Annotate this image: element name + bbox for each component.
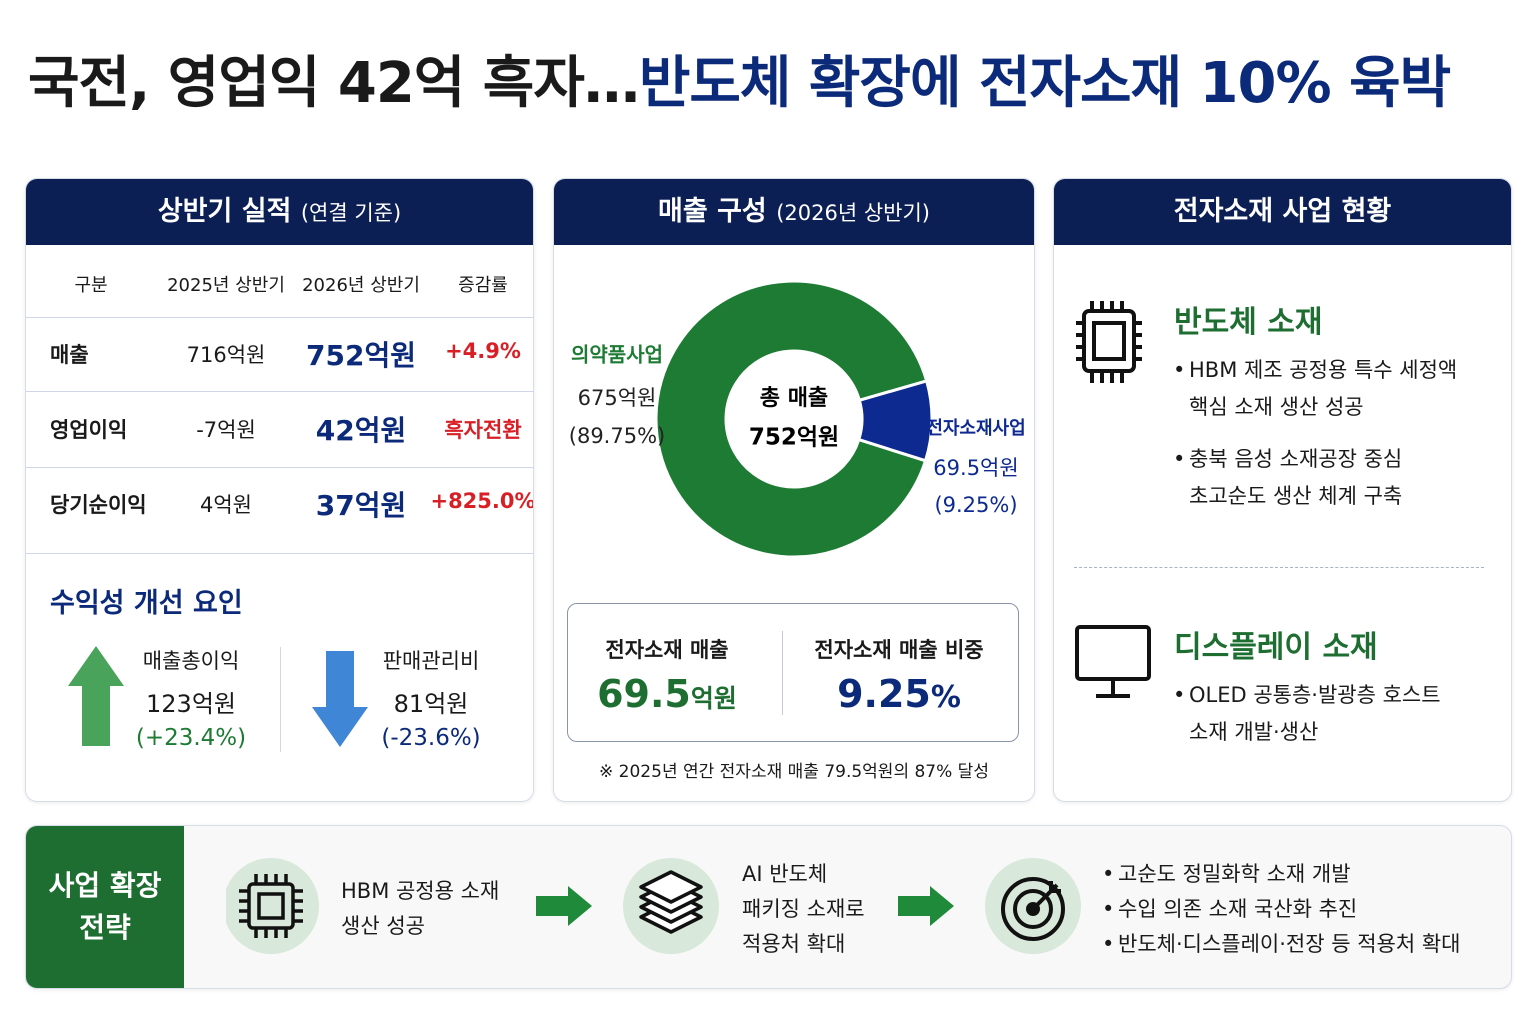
chart-subtitle: (2026년 상반기)	[776, 201, 930, 225]
strategy-step: AI 반도체	[742, 862, 828, 886]
header-note: (연결 기준)	[300, 201, 402, 225]
monitor-icon	[1075, 625, 1151, 698]
bullet-line: 핵심 소재 생산 성공	[1189, 395, 1364, 419]
down-arrow	[312, 651, 368, 747]
divider	[782, 631, 783, 715]
strategy-step: 생산 성공	[341, 914, 425, 938]
row-label: 당기순이익	[50, 493, 147, 517]
cell-2025: -7억원	[196, 418, 256, 442]
slice-percent: (89.75%)	[569, 424, 665, 448]
factors-title: 수익성 개선 요인	[50, 588, 243, 619]
revenue-panel: 매출 구성 (2026년 상반기) 의약품사업 675억원 (89.75%) 전자소재…	[553, 178, 1035, 802]
slice-value: 69.5억원	[933, 456, 1018, 480]
bullet-line: 소재 개발·생산	[1189, 720, 1319, 744]
row-label: 영업이익	[50, 418, 128, 442]
factor-change: (+23.4%)	[135, 725, 247, 751]
chart-title: 매출 구성	[658, 196, 767, 227]
cell-2026: 37억원	[315, 489, 407, 522]
chip-icon	[1076, 301, 1142, 383]
summary-value-part: 억원	[690, 684, 737, 713]
summary-note: ※ 2025년 연간 전자소재 매출 79.5억원의 87% 달성	[599, 762, 989, 782]
panel-header: 매출 구성 (2026년 상반기)	[554, 179, 1034, 245]
slice-value: 675억원	[578, 386, 657, 410]
donut-chart: 의약품사업 675억원 (89.75%) 전자소재사업 69.5억원 (9.25%) 총 매…	[569, 279, 1026, 559]
cell-2025: 716억원	[186, 343, 266, 367]
bullet-line: 초고순도 생산 체계 구축	[1189, 484, 1403, 508]
layers-icon	[623, 858, 719, 954]
summary-value-part: 69.5	[597, 672, 691, 716]
donut-slice	[654, 279, 929, 559]
header-text: 상반기 실적	[157, 196, 292, 227]
section-title: 디스플레이 소재	[1174, 630, 1378, 665]
up-arrow	[68, 646, 124, 746]
column-header: 2025년 상반기	[167, 275, 285, 296]
summary-label: 전자소재 매출 비중	[814, 638, 984, 662]
center-value: 752억원	[749, 425, 839, 451]
bullet-line: 충북 음성 소재공장 중심	[1189, 447, 1403, 471]
cell-change: +4.9%	[445, 339, 521, 363]
summary-label: 전자소재 매출	[605, 638, 729, 662]
factor-value: 123억원	[146, 690, 236, 718]
strategy-step: HBM 공정용 소재	[341, 879, 500, 903]
row-separator	[26, 553, 533, 554]
strategy-step: 패키징 소재로	[742, 897, 865, 921]
row-separator	[26, 467, 533, 468]
headline-navy: 반도체 확장에 전자소재 10% 육박	[638, 51, 1451, 116]
section-title: 반도체 소재	[1174, 305, 1323, 340]
slice-category: 전자소재사업	[926, 418, 1025, 439]
center-label: 총 매출	[760, 386, 828, 411]
row-separator	[26, 317, 533, 318]
dashed-divider	[1074, 567, 1484, 568]
panel-header: 상반기 실적 (연결 기준)	[26, 179, 533, 245]
cell-2025: 4억원	[199, 493, 253, 517]
strategy-label-box	[26, 826, 184, 988]
strategy-label: 사업 확장	[48, 869, 162, 902]
cell-2026: 42억원	[315, 414, 407, 447]
column-header: 구분	[74, 275, 108, 296]
factor-label: 판매관리비	[382, 649, 480, 673]
strategy-bullet: 반도체·디스플레이·전장 등 적용처 확대	[1102, 926, 1460, 963]
cell-change: +825.0%	[430, 489, 534, 513]
headline: 국전, 영업익 42억 흑자…반도체 확장에 전자소재 10% 육박	[28, 38, 1451, 119]
slice-percent: (9.25%)	[934, 493, 1017, 517]
target-icon	[985, 858, 1081, 954]
results-panel: 상반기 실적 (연결 기준) 수익성 개선 요인 구분 2025년 상반기 2026…	[25, 178, 534, 802]
headline-black: 국전, 영업익 42억 흑자…	[28, 51, 640, 116]
arrow	[898, 886, 954, 926]
summary-value-part: %	[930, 680, 961, 715]
chip-icon	[226, 858, 319, 954]
row-separator	[26, 391, 533, 392]
panel-header: 전자소재 사업 현황	[1054, 179, 1511, 245]
cell-2026: 752억원	[306, 339, 416, 372]
factor-value: 81억원	[393, 690, 469, 718]
summary-value: 9.25%	[837, 672, 961, 716]
strategy-label: 전략	[79, 911, 131, 944]
factor-change: (-23.6%)	[381, 725, 481, 751]
summary-box	[567, 603, 1019, 742]
divider	[280, 647, 281, 752]
column-header: 증감률	[458, 275, 508, 296]
strategy-step: 적용처 확대	[742, 932, 846, 956]
strategy-bullet: 고순도 정밀화학 소재 개발	[1102, 856, 1351, 893]
summary-value-part: 9.25	[837, 672, 931, 716]
bullet-line: OLED 공통층·발광층 호스트	[1189, 683, 1441, 707]
column-header: 2026년 상반기	[302, 275, 420, 296]
slice-category: 의약품사업	[571, 343, 663, 367]
bullet-line: HBM 제조 공정용 특수 세정액	[1189, 358, 1458, 382]
strategy-bullet: 수입 의존 소재 국산화 추진	[1102, 891, 1357, 928]
factor-label: 매출총이익	[142, 649, 240, 673]
summary-value: 69.5억원	[597, 672, 737, 716]
donut-slice	[856, 379, 934, 463]
row-label: 매출	[50, 343, 89, 367]
cell-change: 흑자전환	[444, 418, 522, 442]
arrow	[536, 886, 592, 926]
